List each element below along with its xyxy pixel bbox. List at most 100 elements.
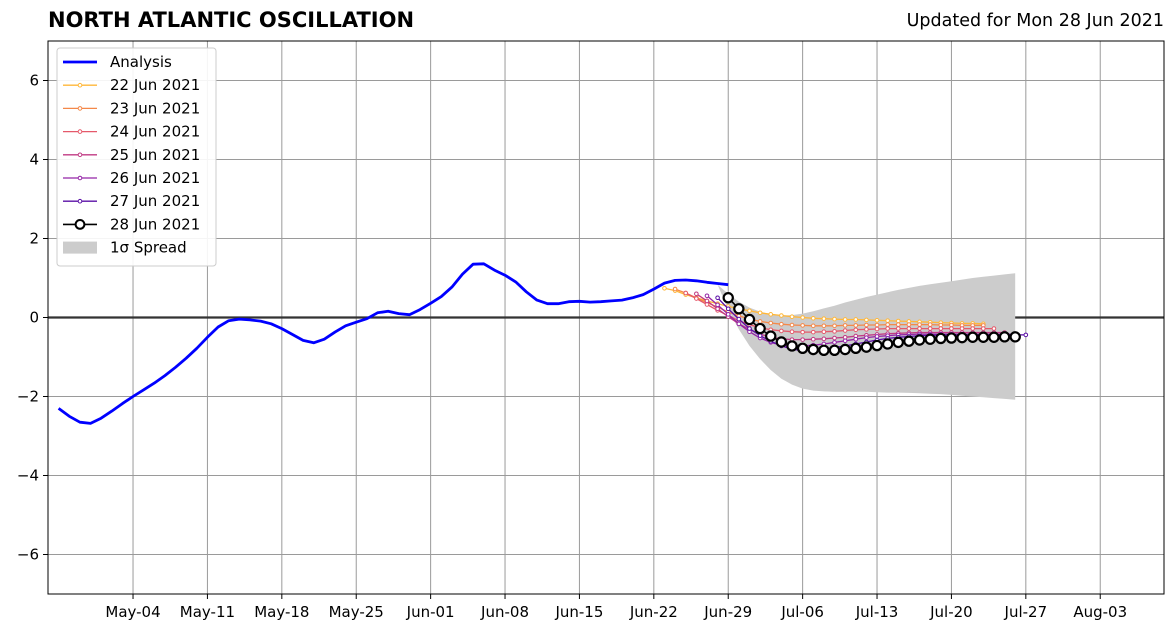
legend-item-4: 25 Jun 2021 (63, 146, 200, 164)
forecast-point-1-15 (832, 323, 837, 329)
x-tick-label-10: Jul-13 (855, 603, 899, 621)
forecast-point-1-19 (874, 322, 880, 328)
forecast-point-0-12 (789, 314, 795, 320)
legend: Analysis 22 Jun 2021 23 Jun 2021 24 Jun 202… (56, 47, 217, 267)
forecast-point-2-1 (694, 296, 699, 301)
legend-swatch-marker-2 (77, 106, 83, 111)
forecast-point-4-15 (864, 335, 869, 340)
forecast-point-2-28 (981, 326, 986, 331)
forecast-point-2-15 (842, 328, 848, 333)
forecast-point-6-0 (722, 292, 734, 304)
y-tick-label-4: 2 (29, 230, 39, 248)
forecast-point-2-13 (821, 329, 827, 335)
forecast-point-3-0 (694, 291, 699, 297)
legend-item-7: 28 Jun 2021 (63, 215, 200, 233)
forecast-point-1-23 (917, 322, 922, 327)
x-tick-label-4: Jun-01 (406, 603, 455, 621)
x-tick-label-5: Jun-08 (480, 603, 529, 621)
forecast-point-2-11 (800, 329, 805, 335)
forecast-point-0-0 (662, 285, 667, 291)
x-tick-label-7: Jun-22 (629, 603, 678, 621)
forecast-point-1-20 (885, 322, 890, 327)
forecast-point-0-10 (768, 312, 774, 317)
forecast-point-3-2 (715, 306, 720, 312)
forecast-point-6-12 (850, 342, 862, 355)
legend-label-0: Analysis (110, 53, 172, 71)
x-tick-label-9: Jul-06 (780, 603, 824, 621)
legend-item-6: 27 Jun 2021 (63, 192, 200, 210)
y-tick-label-0: −6 (17, 546, 39, 564)
forecast-point-1-24 (927, 322, 933, 327)
y-tick-label-6: 6 (29, 72, 39, 90)
x-tick-label-11: Jul-20 (929, 603, 973, 621)
legend-item-8: 1σ Spread (63, 239, 187, 257)
forecast-point-5-2 (736, 316, 742, 322)
forecast-point-1-14 (821, 323, 827, 329)
legend-label-5: 26 Jun 2021 (110, 169, 200, 187)
forecast-point-1-13 (810, 323, 816, 329)
legend-box (56, 47, 217, 267)
forecast-point-6-3 (754, 322, 766, 335)
forecast-point-2-29 (991, 326, 997, 331)
forecast-point-4-1 (715, 302, 720, 308)
forecast-point-2-10 (789, 329, 795, 335)
forecast-point-2-22 (917, 326, 922, 331)
forecast-point-1-16 (842, 323, 848, 328)
forecast-point-6-24 (977, 331, 990, 343)
forecast-point-5-0 (715, 295, 720, 301)
forecast-point-6-21 (945, 332, 958, 344)
legend-label-6: 27 Jun 2021 (110, 192, 200, 210)
forecast-point-1-12 (800, 323, 805, 328)
legend-label-4: 25 Jun 2021 (110, 146, 200, 164)
forecast-point-1-18 (864, 322, 869, 328)
legend-label-7: 28 Jun 2021 (110, 215, 200, 233)
x-tick-label-0: May-04 (105, 603, 160, 621)
forecast-point-3-10 (800, 337, 805, 342)
y-tick-label-2: −2 (17, 388, 39, 406)
forecast-point-2-24 (938, 326, 944, 331)
legend-label-1: 22 Jun 2021 (110, 76, 200, 94)
forecast-point-0-21 (885, 318, 890, 323)
plot-area (57, 262, 1029, 425)
forecast-point-2-25 (949, 326, 954, 331)
forecast-point-6-11 (839, 343, 851, 356)
forecast-point-5-4 (757, 333, 763, 338)
forecast-point-4-13 (842, 338, 848, 344)
forecast-point-6-18 (913, 334, 926, 346)
y-tick-label-1: −4 (17, 467, 39, 485)
updated-label: Updated for Mon 28 Jun 2021 (906, 11, 1164, 31)
legend-item-5: 26 Jun 2021 (63, 169, 200, 187)
x-tick-label-1: May-11 (180, 603, 235, 621)
forecast-point-2-21 (906, 326, 912, 331)
forecast-point-1-17 (853, 323, 859, 328)
forecast-point-2-0 (683, 290, 689, 296)
forecast-point-0-13 (800, 315, 805, 320)
forecast-point-6-7 (796, 342, 809, 355)
forecast-point-2-18 (874, 326, 880, 332)
forecast-point-3-13 (832, 335, 837, 341)
forecast-point-6-27 (1009, 331, 1021, 343)
x-tick-label-2: May-18 (254, 603, 309, 621)
legend-item-3: 24 Jun 2021 (63, 123, 200, 141)
forecast-point-0-9 (757, 310, 763, 316)
forecast-point-4-14 (853, 336, 859, 342)
legend-item-2: 23 Jun 2021 (63, 99, 200, 117)
chart-title: NORTH ATLANTIC OSCILLATION (48, 8, 415, 32)
x-tick-label-13: Aug-03 (1073, 603, 1127, 621)
forecast-point-2-27 (970, 326, 975, 331)
forecast-point-0-20 (874, 317, 880, 323)
forecast-point-0-8 (747, 308, 752, 314)
forecast-point-5-29 (1023, 332, 1029, 338)
forecast-point-2-20 (895, 326, 901, 331)
forecast-point-3-1 (704, 298, 710, 304)
legend-label-3: 24 Jun 2021 (110, 123, 200, 141)
forecast-point-6-22 (956, 331, 968, 344)
x-tick-label-3: May-25 (329, 603, 384, 621)
forecast-point-6-1 (733, 303, 745, 315)
legend-label-8: 1σ Spread (110, 239, 187, 257)
legend-swatch-marker-5 (77, 175, 83, 181)
legend-swatch-marker-6 (77, 198, 83, 204)
legend-swatch-marker-3 (77, 129, 83, 134)
forecast-point-6-15 (881, 338, 894, 350)
